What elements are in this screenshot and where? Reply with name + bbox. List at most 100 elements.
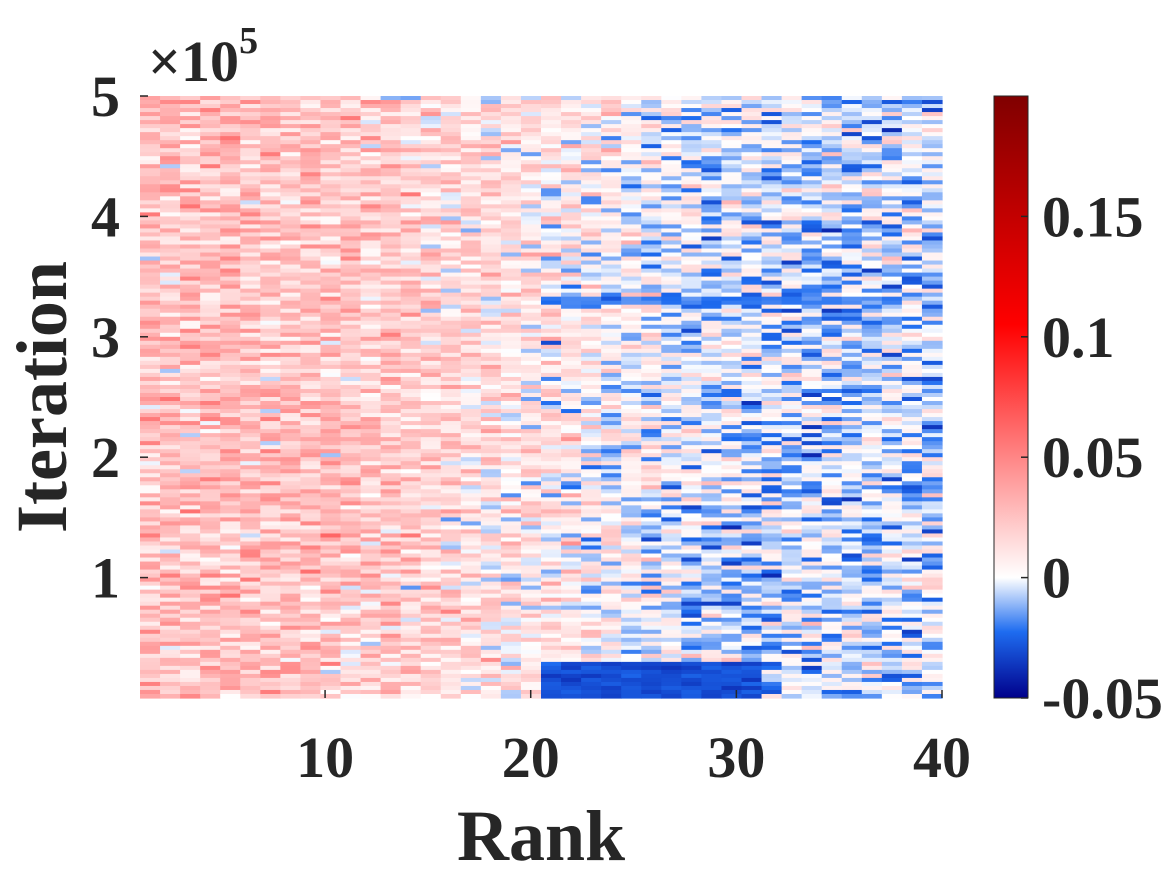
heatmap-cell: [320, 661, 342, 667]
heatmap-cell: [721, 112, 743, 117]
heatmap-cell: [460, 473, 482, 478]
heatmap-cell: [180, 493, 201, 498]
heatmap-cell: [741, 252, 763, 258]
heatmap-cell: [240, 629, 261, 635]
heatmap-cell: [420, 232, 442, 238]
heatmap-cell: [380, 100, 402, 105]
heatmap-cell: [500, 380, 522, 386]
heatmap-cell: [260, 168, 281, 173]
heatmap-cell: [761, 252, 783, 258]
heatmap-cell: [260, 152, 281, 157]
heatmap-cell: [520, 605, 542, 611]
heatmap-cell: [661, 497, 682, 502]
heatmap-cell: [480, 360, 502, 366]
heatmap-cell: [420, 681, 442, 687]
heatmap-cell: [701, 336, 723, 342]
heatmap-cell: [681, 204, 702, 209]
heatmap-cell: [300, 176, 322, 181]
heatmap-cell: [621, 360, 642, 366]
heatmap-cell: [500, 200, 522, 205]
heatmap-cell: [360, 392, 382, 398]
heatmap-cell: [360, 653, 382, 659]
heatmap-cell: [300, 376, 322, 382]
heatmap-cell: [220, 477, 241, 482]
heatmap-cell: [160, 188, 181, 193]
heatmap-cell: [641, 669, 662, 675]
heatmap-cell: [520, 441, 542, 446]
heatmap-cell: [581, 585, 602, 591]
heatmap-cell: [300, 332, 322, 338]
heatmap-cell: [520, 609, 542, 615]
heatmap-cell: [160, 429, 181, 434]
heatmap-cell: [601, 164, 622, 169]
heatmap-cell: [721, 280, 743, 286]
heatmap-cell: [641, 380, 662, 386]
heatmap-cell: [541, 449, 562, 454]
heatmap-cell: [420, 625, 442, 631]
heatmap-cell: [561, 244, 582, 250]
heatmap-cell: [541, 413, 562, 418]
heatmap-cell: [520, 132, 542, 137]
heatmap-cell: [160, 376, 181, 382]
heatmap-cell: [541, 264, 562, 270]
heatmap-cell: [180, 669, 201, 675]
heatmap-cell: [380, 296, 402, 302]
heatmap-cell: [360, 429, 382, 434]
heatmap-cell: [641, 401, 662, 406]
heatmap-cell: [520, 465, 542, 470]
heatmap-cell: [320, 284, 342, 290]
heatmap-cell: [280, 376, 301, 382]
heatmap-cell: [440, 685, 462, 691]
heatmap-cell: [480, 489, 502, 494]
heatmap-cell: [621, 609, 642, 615]
heatmap-cell: [801, 204, 823, 209]
heatmap-cell: [541, 188, 562, 193]
heatmap-cell: [641, 168, 662, 173]
heatmap-cell: [761, 332, 783, 338]
heatmap-cell: [360, 224, 382, 230]
heatmap-cell: [701, 180, 723, 185]
heatmap-cell: [781, 96, 803, 101]
heatmap-cell: [781, 617, 803, 623]
heatmap-cell: [320, 449, 342, 454]
heatmap-cell: [380, 649, 402, 655]
heatmap-cell: [721, 360, 743, 366]
heatmap-cell: [480, 252, 502, 258]
heatmap-cell: [601, 621, 622, 627]
heatmap-cell: [200, 445, 221, 450]
heatmap-cell: [280, 485, 301, 490]
heatmap-cell: [601, 649, 622, 655]
heatmap-cell: [180, 304, 201, 310]
heatmap-cell: [741, 164, 763, 169]
heatmap-cell: [541, 405, 562, 410]
heatmap-cell: [741, 324, 763, 330]
heatmap-cell: [781, 312, 803, 318]
heatmap-cell: [480, 401, 502, 406]
heatmap-cell: [180, 308, 201, 314]
heatmap-cell: [761, 152, 783, 157]
heatmap-cell: [260, 497, 281, 502]
heatmap-cell: [761, 104, 783, 109]
heatmap-cell: [140, 581, 161, 587]
heatmap-cell: [460, 477, 482, 482]
heatmap-cell: [480, 208, 502, 213]
heatmap-cell: [581, 405, 602, 410]
heatmap-cell: [300, 445, 322, 450]
heatmap-cell: [721, 633, 743, 639]
heatmap-cell: [641, 497, 662, 502]
heatmap-cell: [460, 104, 482, 109]
heatmap-cell: [380, 605, 402, 611]
heatmap-cell: [500, 248, 522, 254]
heatmap-cell: [520, 449, 542, 454]
heatmap-cell: [601, 601, 622, 607]
heatmap-cell: [801, 100, 823, 105]
heatmap-cell: [701, 673, 723, 679]
heatmap-cell: [460, 441, 482, 446]
heatmap-cell: [661, 100, 682, 105]
heatmap-cell: [300, 340, 322, 346]
heatmap-cell: [661, 633, 682, 639]
heatmap-cell: [721, 577, 743, 583]
heatmap-cell: [561, 220, 582, 226]
heatmap-cell: [681, 505, 702, 510]
heatmap-cell: [200, 144, 221, 149]
